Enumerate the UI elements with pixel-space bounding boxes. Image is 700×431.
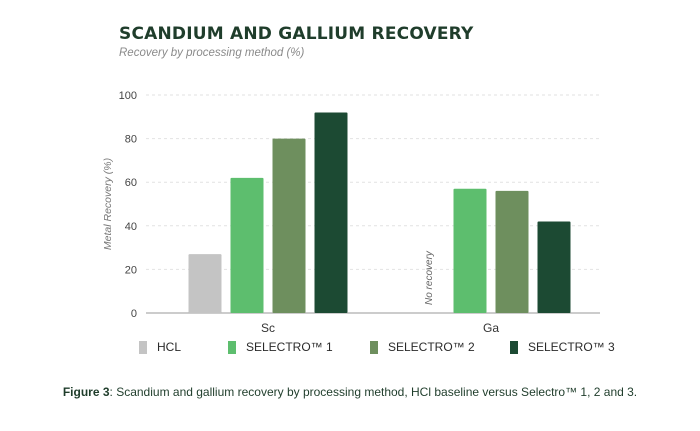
- bar-ga-2: [495, 190, 529, 313]
- y-tick-label: 0: [131, 308, 137, 320]
- chart-subtitle: Recovery by processing method (%): [119, 47, 305, 59]
- bar-chart: 0 20 40 60 80 100 Metal Recovery (%) Sc No recov…: [102, 90, 600, 335]
- bar-sc-0: [188, 254, 222, 313]
- figure-caption-text: : Scandium and gallium recovery by proce…: [109, 385, 638, 399]
- legend-item: SELECTRO™ 1: [228, 340, 333, 354]
- legend-label: SELECTRO™ 1: [246, 340, 333, 354]
- legend-label: HCL: [157, 340, 182, 354]
- legend-swatch: [370, 340, 378, 354]
- x-category-label: Ga: [483, 321, 499, 335]
- figure-label: Figure 3: [62, 385, 110, 399]
- chart-title: SCANDIUM AND GALLIUM RECOVERY: [119, 24, 474, 44]
- y-tick-label: 20: [125, 264, 137, 276]
- y-axis-label: Metal Recovery (%): [102, 158, 114, 250]
- y-tick-label: 40: [125, 221, 137, 233]
- legend-label: SELECTRO™ 3: [528, 340, 615, 354]
- y-tick-label: 60: [125, 177, 137, 189]
- legend-item: SELECTRO™ 3: [510, 340, 615, 354]
- y-tick-label: 80: [125, 134, 137, 146]
- legend-swatch: [139, 340, 147, 354]
- y-tick-label: 100: [119, 90, 137, 102]
- bar-ga-3: [537, 221, 571, 313]
- chart-legend: HCL SELECTRO™ 1 SELECTRO™ 2 SELECTRO™ 3: [0, 340, 700, 360]
- legend-label: SELECTRO™ 2: [388, 340, 475, 354]
- bar-sc-2: [272, 138, 306, 313]
- no-recovery-annotation: No recovery: [424, 250, 435, 305]
- legend-swatch: [510, 340, 518, 354]
- legend-item: HCL: [139, 340, 181, 354]
- bar-ga-1: [453, 188, 487, 313]
- legend-item: SELECTRO™ 2: [370, 340, 475, 354]
- bar-sc-3: [314, 112, 348, 313]
- legend-swatch: [228, 340, 236, 354]
- figure-caption: Figure 3: Scandium and gallium recovery …: [20, 384, 680, 401]
- bar-sc-1: [230, 177, 264, 313]
- x-category-label: Sc: [261, 321, 275, 335]
